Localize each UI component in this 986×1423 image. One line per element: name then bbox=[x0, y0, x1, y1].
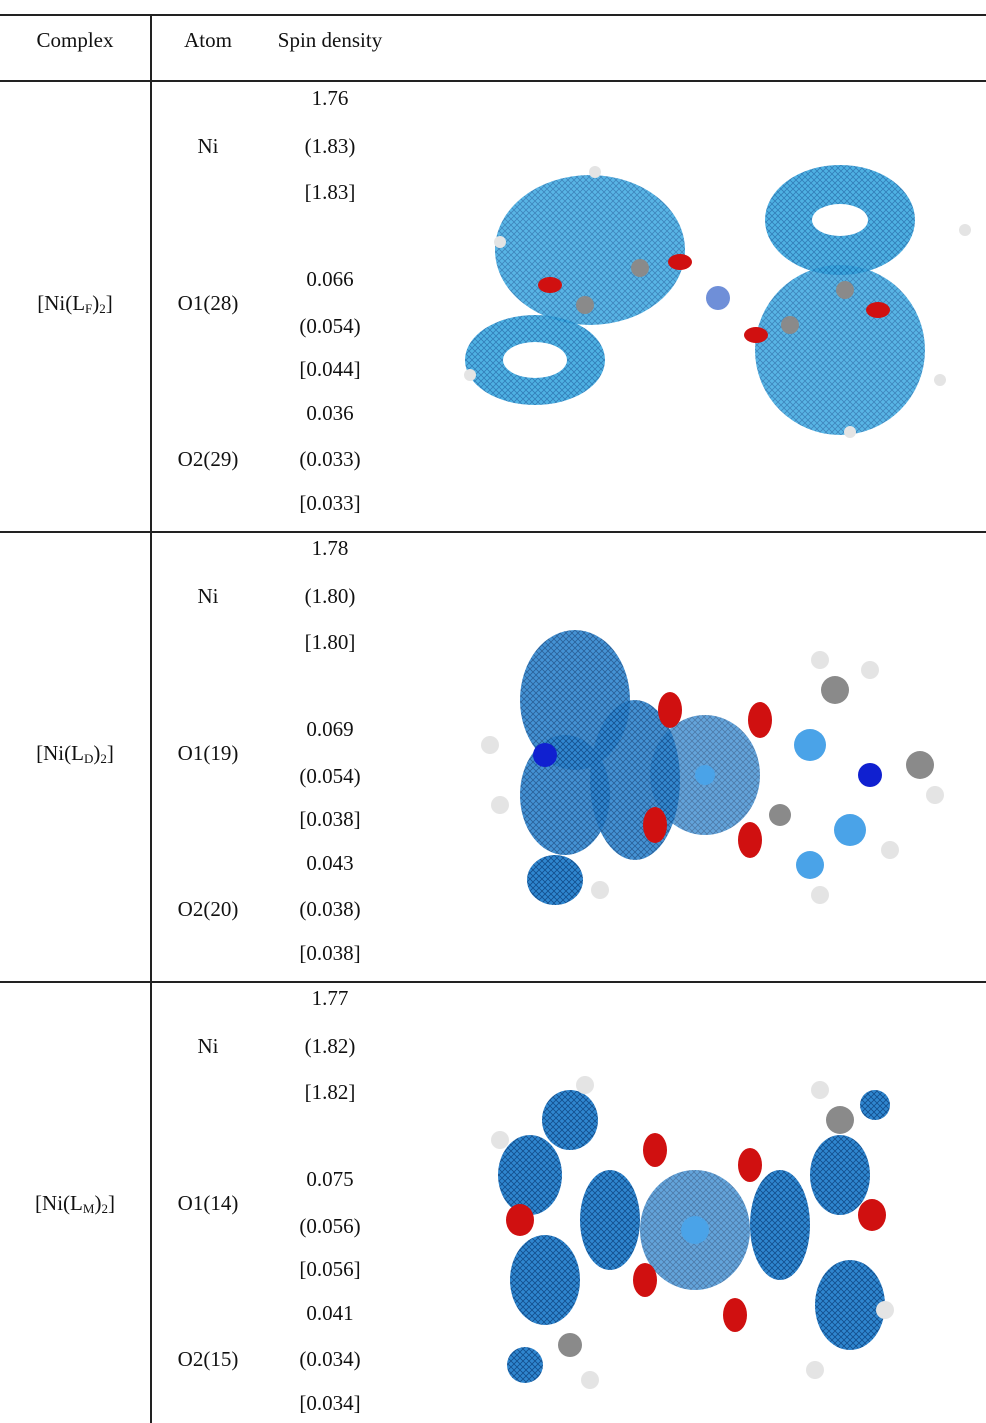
spin-value: (1.83) bbox=[304, 134, 356, 158]
spin-value: [0.038] bbox=[299, 807, 361, 831]
spin-value: 1.77 bbox=[311, 986, 349, 1010]
spin-value: 0.066 bbox=[306, 267, 354, 291]
complex-name-lm: [Ni(LM)2] bbox=[35, 1191, 115, 1216]
atom-label: O1(28) bbox=[177, 291, 239, 315]
atom-label: O1(19) bbox=[177, 741, 239, 765]
spin-value: (0.054) bbox=[299, 314, 361, 338]
table-top-rule bbox=[0, 14, 986, 16]
atom-label: Ni bbox=[197, 134, 219, 158]
spin-value: 0.041 bbox=[306, 1301, 354, 1325]
spin-value: (0.038) bbox=[299, 897, 361, 921]
spin-value: [0.038] bbox=[299, 941, 361, 965]
spin-value: [0.044] bbox=[299, 357, 361, 381]
spin-value: [0.034] bbox=[299, 1391, 361, 1415]
header-atom: Atom bbox=[184, 28, 232, 52]
spin-value: (0.033) bbox=[299, 447, 361, 471]
spin-value: (0.056) bbox=[299, 1214, 361, 1238]
spin-value: [1.83] bbox=[304, 180, 356, 204]
spin-value: 1.76 bbox=[311, 86, 349, 110]
spin-value: 0.036 bbox=[306, 401, 354, 425]
column-divider bbox=[150, 14, 152, 1423]
spin-value: (0.054) bbox=[299, 764, 361, 788]
spin-density-figure-lm bbox=[491, 1076, 894, 1389]
spin-value: (0.034) bbox=[299, 1347, 361, 1371]
header-complex: Complex bbox=[36, 28, 114, 52]
spin-value: [1.82] bbox=[304, 1080, 356, 1104]
complex-name-lf: [Ni(LF)2] bbox=[37, 291, 113, 316]
spin-value: [0.056] bbox=[299, 1257, 361, 1281]
atom-label: Ni bbox=[197, 1034, 219, 1058]
header-bottom-rule bbox=[0, 80, 986, 82]
atom-label: O1(14) bbox=[177, 1191, 239, 1215]
spin-density-figure-ld bbox=[481, 630, 944, 905]
atom-label: Ni bbox=[197, 584, 219, 608]
spin-value: (1.82) bbox=[304, 1034, 356, 1058]
spin-value: [1.80] bbox=[304, 630, 356, 654]
atom-label: O2(29) bbox=[177, 447, 239, 471]
complex-name-ld: [Ni(LD)2] bbox=[36, 741, 114, 766]
row-separator-1 bbox=[0, 531, 986, 533]
spin-value: (1.80) bbox=[304, 584, 356, 608]
atom-label: O2(15) bbox=[177, 1347, 239, 1371]
spin-value: [0.033] bbox=[299, 491, 361, 515]
spin-value: 1.78 bbox=[311, 536, 349, 560]
header-spin-density: Spin density bbox=[277, 28, 383, 52]
atom-label: O2(20) bbox=[177, 897, 239, 921]
spin-density-figure-lf bbox=[464, 165, 971, 438]
row-separator-2 bbox=[0, 981, 986, 983]
spin-value: 0.069 bbox=[306, 717, 354, 741]
spin-value: 0.075 bbox=[306, 1167, 354, 1191]
spin-value: 0.043 bbox=[306, 851, 354, 875]
